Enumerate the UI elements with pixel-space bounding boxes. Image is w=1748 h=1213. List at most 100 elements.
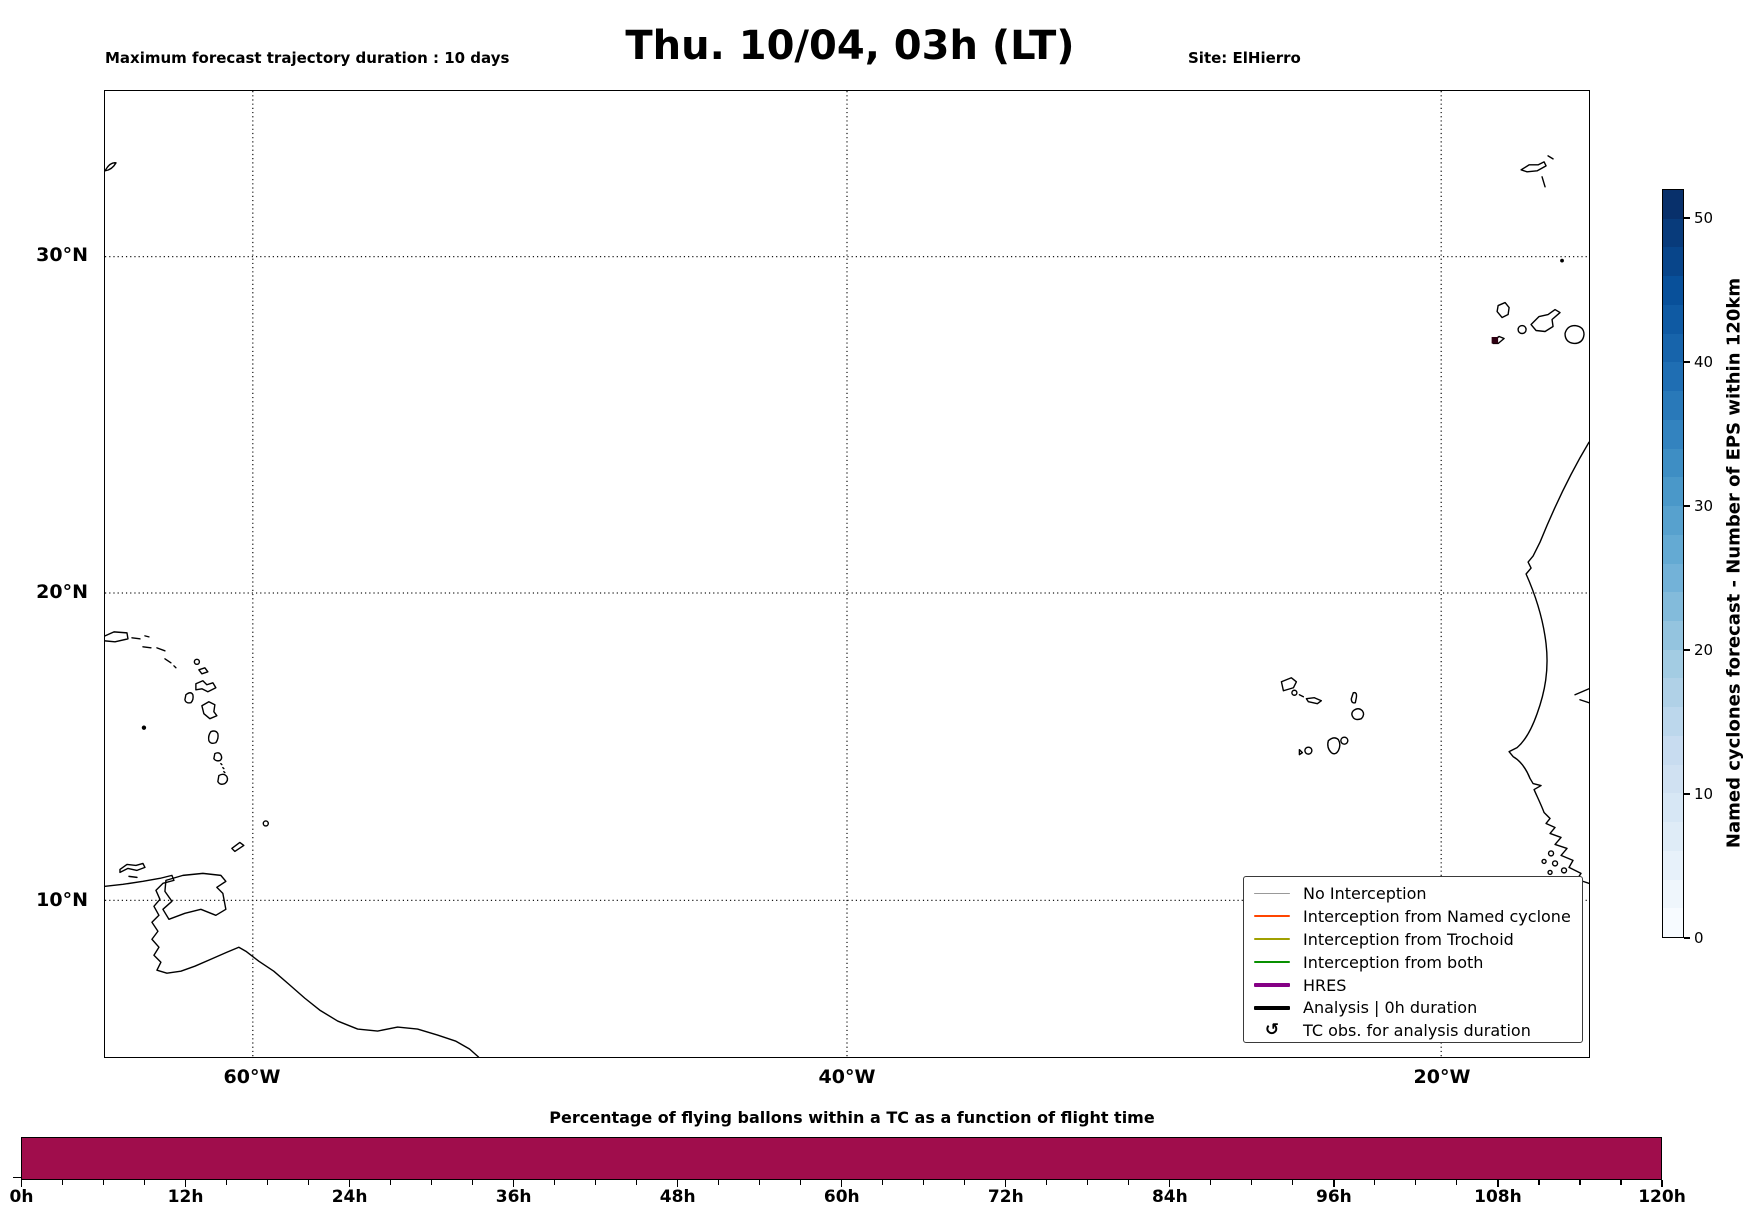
colorbar-segment [1663,850,1683,880]
params-line-1: Maximum forecast trajectory duration : 1… [105,49,510,67]
x-minor-tick [1579,1180,1581,1185]
coastline-dominica [184,692,194,704]
colorbar-segment [1663,333,1683,363]
lon-label-60w: 60°W [223,1066,281,1088]
legend-line-sample [1254,982,1290,988]
x-minor-tick [1087,1180,1089,1185]
figure-title: Thu. 10/04, 03h (LT) [625,23,1075,69]
legend-item: Analysis | 0h duration [1254,996,1582,1019]
x-tick-label: 84h [1151,1187,1188,1207]
coastline-la-palma [1496,301,1510,319]
colorbar-segment [1663,621,1683,650]
x-minor-tick [636,1180,638,1185]
colorbar-segment [1663,879,1683,909]
x-minor-tick [718,1180,720,1185]
colorbar-segment [1663,592,1683,622]
coastline-barbados [262,820,269,827]
coastline-cape-verde-north [1280,677,1323,705]
lat-label-20n: 20°N [36,581,88,603]
coastline-antigua [198,667,209,675]
x-minor-tick [1046,1180,1048,1185]
x-tick-label: 48h [659,1187,696,1207]
x-major-tick [677,1180,679,1187]
deployment-site-marker [1491,336,1499,344]
colorbar-tick-label: 40 [1694,352,1714,371]
colorbar-segment [1663,764,1683,794]
x-major-tick [1661,1180,1663,1187]
colorbar-segment [1663,563,1683,593]
x-tick-label: 72h [987,1187,1024,1207]
colorbar-segment [1663,678,1683,708]
x-major-tick [348,1180,351,1187]
x-tick-label: 60h [823,1187,860,1207]
colorbar-segment [1663,793,1683,823]
lat-label-30n: 30°N [36,244,88,266]
coastline-bermuda [105,162,117,172]
colorbar-segment [1663,735,1683,765]
x-tick-label: 24h [331,1187,368,1207]
x-major-tick [1169,1180,1171,1187]
x-minor-tick [595,1180,597,1185]
colorbar-segment [1663,649,1683,679]
x-minor-tick [759,1180,761,1185]
x-minor-tick [102,1180,105,1185]
x-minor-tick [143,1180,146,1185]
colorbar-tick [1684,505,1690,507]
legend-line-sample [1254,892,1290,895]
legend-line-sample [1254,1005,1290,1011]
coastline-virgin-islands [131,635,152,649]
legend-line [1254,961,1290,964]
colorbar-segment [1663,477,1683,507]
x-minor-tick [390,1180,392,1185]
coastlines [105,155,1589,1057]
colorbar-tick-label: 30 [1694,496,1714,515]
legend-item: Interception from both [1254,951,1582,974]
legend-line-sample [1254,961,1290,964]
tc-obs-marker-icon: ↺ [1254,1022,1290,1039]
x-minor-tick [61,1180,64,1185]
legend-item-label: Interception from Trochoid [1303,929,1514,949]
coastline-barbuda [193,658,201,666]
legend-item: ↺ TC obs. for analysis duration [1254,1019,1582,1042]
x-minor-tick [308,1180,310,1185]
x-tick-label: 12h [167,1187,204,1207]
legend-item-label: Interception from both [1303,952,1484,972]
coastline-selvagens [1560,258,1564,263]
colorbar-segment [1663,707,1683,736]
legend-line-sample [1254,938,1290,941]
legend-line [1254,938,1290,941]
x-tick-label: 108h [1474,1187,1522,1207]
percentage-bar [21,1137,1662,1180]
x-major-tick [513,1180,515,1187]
colorbar-tick-label: 0 [1694,929,1704,947]
colorbar-segment [1663,534,1683,564]
legend-line [1254,915,1290,918]
colorbar-tick-label: 50 [1694,208,1714,227]
x-minor-tick [1251,1180,1253,1185]
x-major-tick [1333,1180,1335,1187]
colorbar-tick [1684,793,1690,795]
coastline-martinique [201,701,218,720]
x-major-tick [841,1180,843,1187]
x-minor-tick [800,1180,802,1185]
x-minor-tick [226,1180,228,1185]
x-minor-tick [267,1180,269,1185]
legend-item-label: HRES [1303,975,1347,995]
x-minor-tick [472,1180,474,1185]
coastline-tenerife [1530,308,1561,333]
x-minor-tick [1128,1180,1130,1185]
x-minor-tick [431,1180,433,1185]
colorbar-segment [1663,276,1683,305]
colorbar-tick-label: 10 [1694,784,1714,803]
x-minor-tick [1456,1180,1458,1185]
x-minor-tick [882,1180,884,1185]
coastline-sal-boavista [1350,691,1365,721]
legend-item-label: TC obs. for analysis duration [1303,1021,1531,1041]
coastline-maio [1340,736,1349,745]
colorbar-segment [1663,190,1683,219]
x-minor-tick [1292,1180,1294,1185]
colorbar-segment [1663,822,1683,851]
colorbar-tick [1684,217,1690,219]
colorbar-segment [1663,247,1683,277]
x-tick-label: 36h [495,1187,532,1207]
